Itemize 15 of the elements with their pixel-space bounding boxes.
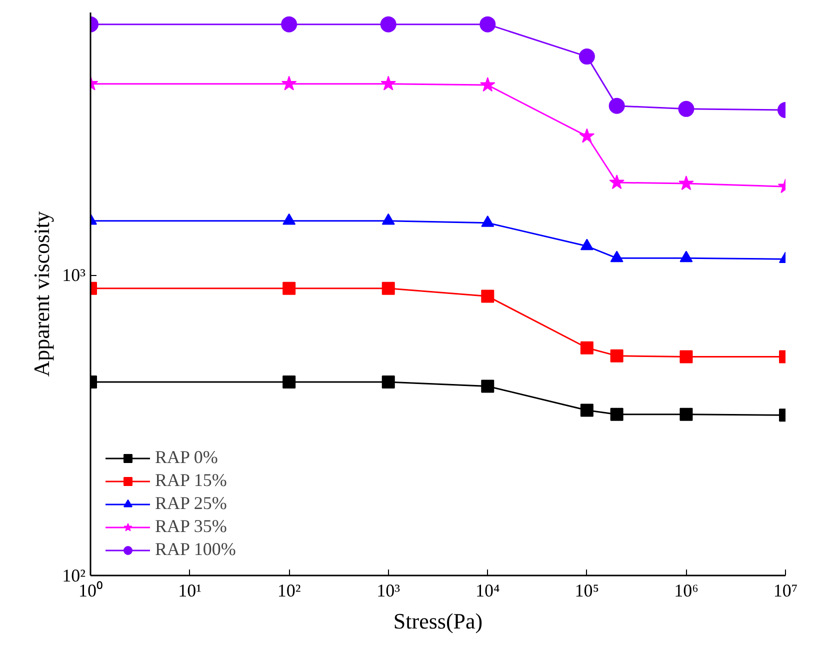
y-axis-title: Apparent viscosity xyxy=(29,211,54,377)
x-tick-label: 10⁷ xyxy=(773,580,798,600)
x-axis-title: Stress(Pa) xyxy=(393,608,483,634)
x-tick-label: 10³ xyxy=(376,580,401,600)
legend-label: RAP 0% xyxy=(155,447,218,468)
legend-label: RAP 15% xyxy=(155,470,227,491)
legend-label: RAP 25% xyxy=(155,493,227,514)
x-tick-label: 10⁶ xyxy=(674,580,698,600)
x-tick-label: 10⁰ xyxy=(78,580,102,600)
x-tick-label: 10⁵ xyxy=(574,580,600,600)
x-tick-label: 10⁴ xyxy=(476,580,500,600)
legend-label: RAP 100% xyxy=(155,539,236,560)
x-tick-label: 10² xyxy=(277,580,301,600)
x-tick-label: 10¹ xyxy=(178,580,202,600)
legend-label: RAP 35% xyxy=(155,516,227,537)
